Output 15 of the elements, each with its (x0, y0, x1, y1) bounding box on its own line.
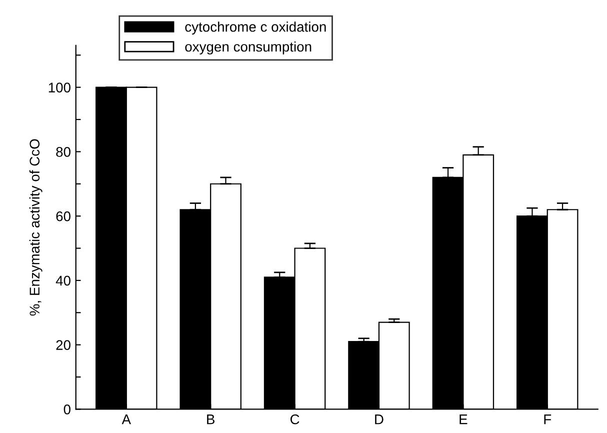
legend-label: cytochrome c oxidation (185, 22, 326, 35)
legend-label: oxygen consumption (185, 41, 312, 54)
y-tick-label: 80 (56, 147, 70, 157)
y-axis-title: %, Enzymatic activity of CcO (29, 139, 42, 316)
x-tick-label: F (544, 414, 552, 424)
x-tick-label: A (122, 414, 131, 424)
y-tick-label: 20 (56, 340, 70, 350)
y-tick-label: 60 (56, 211, 70, 222)
x-tick-label: E (460, 414, 468, 424)
y-tick-label: 0 (64, 404, 70, 414)
y-tick-label: 100 (48, 82, 70, 92)
y-tick-label: 40 (56, 276, 70, 286)
x-tick-label: D (375, 414, 384, 424)
x-tick-label: C (290, 414, 300, 424)
x-tick-label: B (207, 414, 214, 424)
